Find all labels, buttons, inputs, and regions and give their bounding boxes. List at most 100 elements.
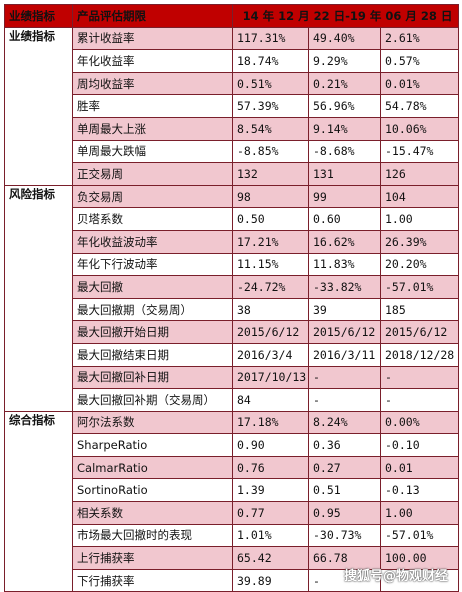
value-cell-v2: 56.96% — [308, 94, 381, 118]
value-cell-v3: 2015/6/12 — [379, 320, 460, 344]
value-cell-v3: - — [379, 365, 460, 390]
metric-cell: CalmarRatio — [72, 455, 233, 480]
value-cell-v2: 2016/3/11 — [308, 342, 381, 367]
value-cell-v1: 2015/6/12 — [232, 320, 309, 344]
value-cell-v2: 0.60 — [308, 207, 381, 231]
table-row: 最大回撤 -24.72% -33.82% -57.01% — [5, 275, 460, 299]
value-cell-v3: -15.47% — [379, 139, 460, 164]
value-cell-v2: 99 — [308, 184, 381, 209]
table-row: 年化收益波动率 17.21% 16.62% 26.39% — [5, 229, 460, 254]
value-cell-v1: 0.90 — [232, 433, 309, 457]
value-cell-v1: 2016/3/4 — [232, 342, 309, 367]
value-cell-v1: 98 — [232, 184, 309, 209]
value-cell-v1: 0.77 — [232, 501, 309, 525]
table-row: 最大回撤期（交易周） 38 39 185 — [5, 297, 460, 322]
value-cell-v3: 0.00% — [379, 410, 460, 435]
metric-cell: 最大回撤开始日期 — [72, 320, 233, 344]
value-cell-v3: 10.06% — [379, 116, 460, 141]
metric-cell: SharpeRatio — [72, 433, 233, 457]
header-period: 14 年 12 月 22 日-19 年 06 月 28 日 — [231, 4, 460, 28]
table-row: 风险指标 负交易周 98 99 104 — [4, 184, 460, 412]
table-row: 最大回撤结束日期 2016/3/4 2016/3/11 2018/12/28 — [5, 342, 460, 367]
value-cell-v1: 8.54% — [232, 116, 309, 141]
table-row: 最大回撤回补期（交易周） 84- - — [5, 388, 460, 412]
value-cell-v1: 2017/10/13 — [232, 365, 309, 390]
table-row: 下行捕获率 39.89- - — [5, 568, 460, 592]
value-cell-v3: 1.00 — [379, 207, 460, 231]
metric-cell: 最大回撤回补期（交易周） — [72, 388, 233, 412]
value-cell-v3: - — [379, 568, 460, 592]
value-cell-v3: 185 — [379, 297, 460, 322]
value-cell-v2: 39 — [308, 297, 381, 322]
value-cell-v2: 49.40% — [308, 26, 381, 51]
value-cell-v3: 2018/12/28 — [379, 342, 460, 367]
table-row: 上行捕获率 65.42 66.78 100.00 — [5, 546, 460, 570]
value-cell-v3: 126 — [379, 162, 460, 186]
value-cell-v1: 17.21% — [232, 229, 309, 254]
value-cell-v3: 0.57% — [379, 49, 460, 73]
value-cell-v2: 16.62% — [308, 229, 381, 254]
table-row: 相关系数 0.77 0.95 1.00 — [5, 501, 460, 525]
metric-cell: SortinoRatio — [72, 478, 233, 503]
value-cell-v2: - — [308, 388, 381, 412]
value-cell-v2: 0.36 — [308, 433, 381, 457]
value-cell-v3: 54.78% — [379, 94, 460, 118]
metric-cell: 相关系数 — [72, 501, 233, 525]
value-cell-v1: 84 — [232, 388, 309, 412]
table-row: 年化收益率 18.74% 9.29% 0.57% — [5, 49, 460, 73]
value-cell-v1: 39.89 — [232, 568, 309, 592]
table-row: 最大回撤开始日期 2015/6/12 2015/6/12 2015/6/12 — [5, 320, 460, 344]
metric-cell: 最大回撤期（交易周） — [72, 297, 233, 322]
watermark: 搜狐号@物观财经 — [343, 569, 448, 584]
value-cell-v2: 8.24% — [308, 410, 381, 435]
value-cell-v2: 0.51 — [308, 478, 381, 503]
metric-cell: 正交易周 — [72, 162, 233, 186]
value-cell-v3: -57.01% — [379, 275, 460, 299]
metric-cell: 最大回撤回补日期 — [72, 365, 233, 390]
value-cell-v2: - — [308, 568, 381, 592]
table-row: 胜率 57.39% 56.96% 54.78% — [5, 94, 460, 118]
metric-cell: 周均收益率 — [72, 71, 233, 96]
value-cell-v2: 11.83% — [308, 252, 381, 277]
table-row: 正交易周 132 131 126 — [5, 162, 460, 186]
table-row: 业绩指标 累计收益率 117.31% 49.40% 2.61% — [4, 26, 460, 186]
value-cell-v3: -0.13 — [379, 478, 460, 503]
metric-cell: 负交易周 — [72, 184, 233, 209]
value-cell-v1: 0.50 — [232, 207, 309, 231]
value-cell-v2: 0.21% — [308, 71, 381, 96]
metric-cell: 单周最大上涨 — [72, 116, 233, 141]
value-cell-v3: 0.01% — [379, 71, 460, 96]
table-row: 贝塔系数 0.50 0.60 1.00 — [5, 207, 460, 231]
metric-cell: 单周最大跌幅 — [72, 139, 233, 164]
metric-cell: 年化下行波动率 — [72, 252, 233, 277]
value-cell-v1: 132 — [232, 162, 309, 186]
metric-cell: 市场最大回撤时的表现 — [72, 523, 233, 548]
value-cell-v1: 65.42 — [232, 546, 309, 570]
table-header-row: 业绩指标 产品评估期限 14 年 12 月 22 日-19 年 06 月 28 … — [4, 4, 460, 28]
value-cell-v2: -30.73% — [308, 523, 381, 548]
value-cell-v1: 11.15% — [232, 252, 309, 277]
metric-cell: 上行捕获率 — [72, 546, 233, 570]
value-cell-v2: 2015/6/12 — [308, 320, 381, 344]
category-cell: 风险指标 — [4, 184, 73, 412]
value-cell-v2: 0.95 — [308, 501, 381, 525]
value-cell-v1: 18.74% — [232, 49, 309, 73]
value-cell-v2: - — [308, 365, 381, 390]
value-cell-v3: -57.01% — [379, 523, 460, 548]
value-cell-v3: 1.00 — [379, 501, 460, 525]
metric-cell: 最大回撤结束日期 — [72, 342, 233, 367]
table-row: CalmarRatio 0.76 0.27 0.01 — [5, 455, 460, 480]
metric-cell: 年化收益波动率 — [72, 229, 233, 254]
value-cell-v2: -33.82% — [308, 275, 381, 299]
table-row: 综合指标 阿尔法系数 17.18% 8.24% 0.00% — [4, 410, 460, 592]
value-cell-v3: 0.01 — [379, 455, 460, 480]
value-cell-v1: 57.39% — [232, 94, 309, 118]
value-cell-v1: 17.18% — [232, 410, 309, 435]
header-metric: 产品评估期限 — [72, 4, 233, 28]
table-row: 最大回撤回补日期 2017/10/13- - — [5, 365, 460, 390]
metric-cell: 年化收益率 — [72, 49, 233, 73]
value-cell-v3: - — [379, 388, 460, 412]
value-cell-v2: 66.78 — [308, 546, 381, 570]
value-cell-v1: 117.31% — [232, 26, 309, 51]
metric-cell: 胜率 — [72, 94, 233, 118]
